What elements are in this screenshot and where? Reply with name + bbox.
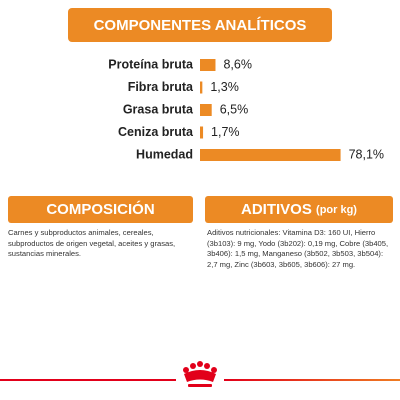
- footer-line: [224, 379, 400, 381]
- composition-title: COMPOSICIÓN: [46, 201, 155, 218]
- footer-line: [0, 379, 176, 381]
- additives-unit: (por kg): [316, 203, 357, 216]
- additives-text: Aditivos nutricionales: Vitamina D3: 160…: [207, 228, 389, 269]
- bar: [200, 126, 204, 139]
- bar: [200, 104, 212, 116]
- chart-title: COMPONENTES ANALÍTICOS: [94, 17, 307, 34]
- value-label: 1,7%: [211, 125, 240, 139]
- footer: [0, 361, 400, 387]
- chart: COMPONENTES ANALÍTICOS Proteína bruta 8,6…: [68, 8, 384, 161]
- composition-text: Carnes y subproductos animales, cereales…: [8, 228, 176, 258]
- bar: [200, 59, 216, 71]
- additives-banner: ADITIVOS (por kg): [205, 196, 393, 223]
- composition-banner: COMPOSICIÓN: [8, 196, 193, 223]
- title-banner: [68, 8, 332, 42]
- category-label: Proteína bruta: [108, 57, 194, 71]
- category-label: Fibra bruta: [128, 80, 194, 94]
- category-label: Ceniza bruta: [118, 125, 194, 139]
- bar: [200, 81, 203, 94]
- category-label: Humedad: [136, 147, 193, 161]
- value-label: 6,5%: [220, 102, 249, 116]
- logo: [183, 361, 217, 387]
- bar: [200, 149, 341, 161]
- category-label: Grasa bruta: [123, 102, 194, 116]
- value-label: 1,3%: [210, 80, 239, 94]
- additives-title: ADITIVOS: [241, 201, 312, 218]
- value-label: 78,1%: [349, 147, 384, 161]
- value-label: 8,6%: [223, 57, 252, 71]
